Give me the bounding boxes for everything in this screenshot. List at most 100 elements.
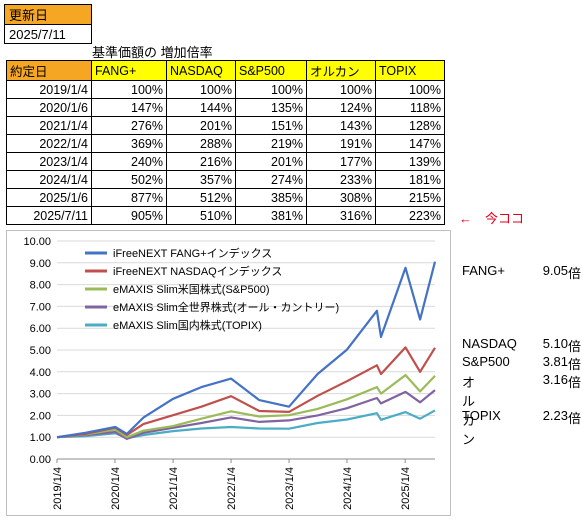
x-tick-label: 2022/1/4	[226, 467, 238, 510]
multiplier-value: 3.81	[542, 354, 568, 369]
x-tick-label: 2025/1/4	[400, 467, 412, 510]
table-row: 2021/1/4 276% 201% 151% 143% 128%	[6, 116, 445, 135]
cell: 357%	[166, 170, 236, 189]
y-tick-label: 4.00	[30, 367, 51, 379]
cell: 381%	[235, 206, 307, 225]
cell: 240%	[91, 152, 167, 171]
x-tick-label: 2019/1/4	[52, 467, 64, 510]
cell: 502%	[91, 170, 167, 189]
series-line	[56, 389, 436, 440]
cell: 118%	[375, 98, 445, 117]
legend-label: iFreeNEXT FANG+インデックス	[113, 246, 272, 260]
cell: 139%	[375, 152, 445, 171]
header-orcan: オルカン	[306, 60, 376, 81]
table-header-row: 約定日 FANG+ NASDAQ S&P500 オルカン TOPIX	[6, 60, 445, 81]
table-row: 2020/1/6 147% 144% 135% 124% 118%	[6, 98, 445, 117]
cell: 877%	[91, 188, 167, 207]
table-row: 2025/1/6 877% 512% 385% 308% 215%	[6, 188, 445, 207]
cell: 100%	[235, 80, 307, 99]
x-tick-label: 2021/1/4	[168, 467, 180, 510]
cell: 128%	[375, 116, 445, 135]
table-row: 2022/1/4 369% 288% 219% 191% 147%	[6, 134, 445, 153]
cell: 100%	[375, 80, 445, 99]
cell: 316%	[306, 206, 376, 225]
update-value: 2025/7/11	[4, 24, 92, 44]
multiplier-unit: 倍	[568, 411, 582, 426]
cell: 100%	[91, 80, 167, 99]
cell: 191%	[306, 134, 376, 153]
update-label: 更新日	[4, 4, 92, 25]
y-tick-label: 9.00	[30, 258, 51, 270]
y-tick-label: 8.00	[30, 280, 51, 292]
legend-label: eMAXIS Slim米国株式(S&P500)	[113, 282, 269, 296]
chart-area: 0.00 1.00 2.00 3.00 4.00 5.00 6.00 7.00 8.00 9.00…	[6, 230, 451, 516]
multiplier-name: FANG+	[462, 263, 505, 278]
y-tick-label: 2.00	[30, 410, 51, 422]
x-tick-label: 2023/1/4	[284, 467, 296, 510]
multiplier-value: 5.10	[542, 336, 568, 351]
multiplier-unit: 倍	[568, 266, 582, 281]
cell: 124%	[306, 98, 376, 117]
cell: 216%	[166, 152, 236, 171]
line-chart: 0.00 1.00 2.00 3.00 4.00 5.00 6.00 7.00 8.00 9.00…	[23, 236, 437, 510]
legend-label: eMAXIS Slim国内株式(TOPIX)	[113, 318, 262, 332]
cell: 181%	[375, 170, 445, 189]
cell: 276%	[91, 116, 167, 135]
cell: 288%	[166, 134, 236, 153]
y-tick-label: 5.00	[30, 345, 51, 357]
table-row: 2024/1/4 502% 357% 274% 233% 181%	[6, 170, 445, 189]
cell: 2025/1/6	[6, 188, 92, 207]
y-tick-label: 0.00	[30, 454, 51, 466]
multiplier-name: NASDAQ	[462, 336, 517, 351]
legend-label: eMAXIS Slim全世界株式(オール・カントリー)	[113, 300, 339, 314]
multiplier-unit: 倍	[568, 339, 582, 354]
cell: 100%	[166, 80, 236, 99]
multiplier-value: 2.23	[542, 408, 568, 423]
cell: 201%	[166, 116, 236, 135]
cell: 147%	[375, 134, 445, 153]
cell: 2022/1/4	[6, 134, 92, 153]
cell: 2021/1/4	[6, 116, 92, 135]
header-fang: FANG+	[91, 60, 167, 81]
update-box: 更新日 2025/7/11	[4, 4, 92, 44]
cell: 177%	[306, 152, 376, 171]
y-tick-label: 3.00	[30, 389, 51, 401]
cell: 308%	[306, 188, 376, 207]
multiplier-value: 9.05	[542, 263, 568, 278]
cell: 2019/1/4	[6, 80, 92, 99]
y-tick-label: 7.00	[30, 301, 51, 313]
cell: 219%	[235, 134, 307, 153]
cell: 143%	[306, 116, 376, 135]
table-row: 2023/1/4 240% 216% 201% 177% 139%	[6, 152, 445, 171]
cell: 144%	[166, 98, 236, 117]
x-tick-label: 2024/1/4	[342, 467, 354, 510]
header-date: 約定日	[6, 60, 92, 81]
y-tick-label: 10.00	[23, 236, 51, 248]
cell: 369%	[91, 134, 167, 153]
header-nasdaq: NASDAQ	[166, 60, 236, 81]
cell: 215%	[375, 188, 445, 207]
cell: 905%	[91, 206, 167, 225]
current-arrow-note: ← 今ココ	[459, 211, 525, 226]
cell: 233%	[306, 170, 376, 189]
series-line	[56, 261, 437, 439]
cell: 2023/1/4	[6, 152, 92, 171]
cell: 201%	[235, 152, 307, 171]
header-sp500: S&P500	[235, 60, 307, 81]
growth-table: 約定日 FANG+ NASDAQ S&P500 オルカン TOPIX 2019/…	[6, 60, 445, 225]
multiplier-value: 3.16	[542, 372, 568, 387]
header-topix: TOPIX	[375, 60, 445, 81]
table-row: 2019/1/4 100% 100% 100% 100% 100%	[6, 80, 445, 99]
legend-label: iFreeNEXT NASDAQインデックス	[113, 264, 282, 278]
multiplier-name: オルカン	[462, 375, 476, 447]
multiplier-unit: 倍	[568, 375, 582, 390]
cell: 151%	[235, 116, 307, 135]
cell: 512%	[166, 188, 236, 207]
cell: 223%	[375, 206, 445, 225]
cell: 510%	[166, 206, 236, 225]
x-tick-label: 2020/1/4	[110, 467, 122, 510]
cell: 385%	[235, 188, 307, 207]
table-row: 2025/7/11 905% 510% 381% 316% 223%	[6, 206, 445, 225]
cell: 2020/1/6	[6, 98, 92, 117]
multiplier-name: TOPIX	[462, 408, 501, 423]
